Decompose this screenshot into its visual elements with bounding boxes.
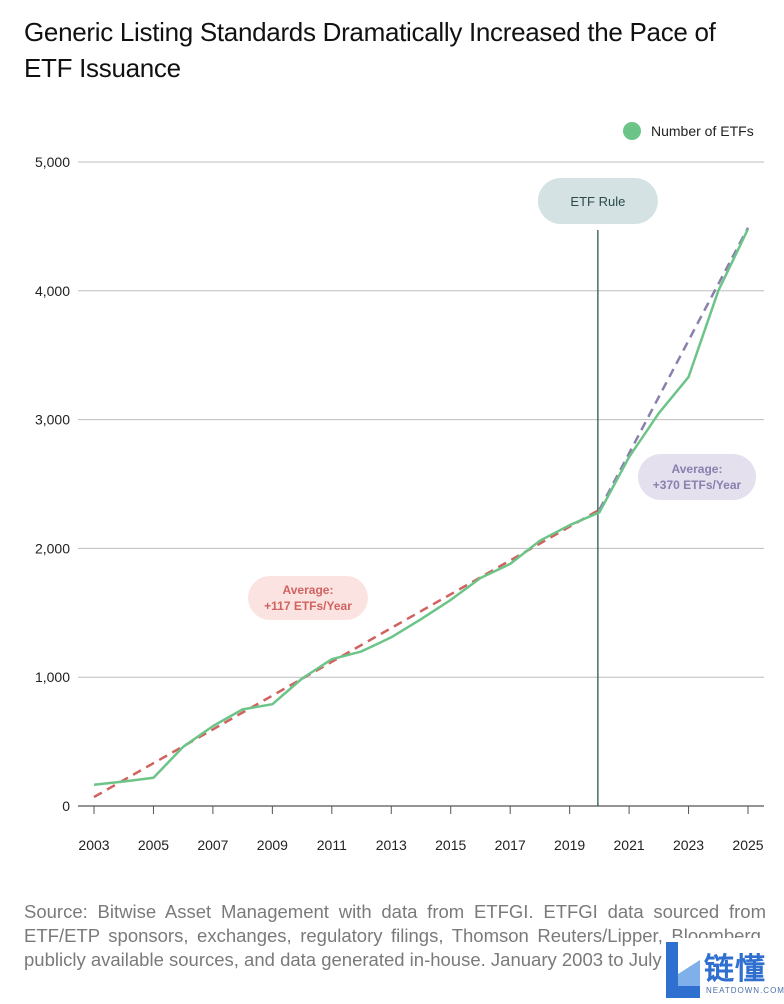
y-axis-tick-labels: 0 1,000 2,000 3,000 4,000 5,000 xyxy=(35,154,70,814)
average-after-badge-line: Average: xyxy=(672,462,723,476)
average-before-badge xyxy=(248,576,368,620)
x-tick-label: 2021 xyxy=(614,837,645,853)
x-tick-label: 2017 xyxy=(495,837,526,853)
trend-line-after-rule xyxy=(598,227,750,511)
series-layer xyxy=(93,227,750,799)
average-before-badge-line: +117 ETFs/Year xyxy=(264,599,352,613)
y-tick-label: 4,000 xyxy=(35,283,70,299)
legend-label-number-of-etfs: Number of ETFs xyxy=(651,123,754,139)
x-tick-label: 2015 xyxy=(435,837,466,853)
average-after-badge-line: +370 ETFs/Year xyxy=(653,478,742,492)
legend: Number of ETFs xyxy=(623,122,754,140)
series-line-number-of-etfs xyxy=(93,228,750,786)
y-tick-label: 5,000 xyxy=(35,154,70,170)
y-tick-label: 3,000 xyxy=(35,412,70,428)
x-tick-label: 2025 xyxy=(732,837,763,853)
watermark-logo-icon xyxy=(666,942,700,998)
grid-lines xyxy=(78,161,764,807)
legend-marker-number-of-etfs xyxy=(623,122,641,140)
x-tick-label: 2003 xyxy=(78,837,109,853)
x-tick-label: 2013 xyxy=(376,837,407,853)
average-before-badge-line: Average: xyxy=(283,583,334,597)
etf-rule-label: ETF Rule xyxy=(570,194,625,209)
annotations: ETF Rule Average: +117 ETFs/Year Average: +3… xyxy=(248,178,756,806)
chart-title: Generic Listing Standards Dramatically I… xyxy=(24,17,716,83)
watermark-subtext: NEATDOWN.COM xyxy=(706,986,784,995)
trend-line-before-rule xyxy=(93,508,600,799)
x-tick-label: 2005 xyxy=(138,837,169,853)
x-tick-label: 2009 xyxy=(257,837,288,853)
x-tick-label: 2007 xyxy=(197,837,228,853)
etf-rule-box xyxy=(537,178,658,224)
watermark-text: 链懂 xyxy=(704,952,766,987)
x-axis-ticks xyxy=(93,806,749,814)
source-note: Source: Bitwise Asset Management with da… xyxy=(24,901,766,970)
y-tick-label: 0 xyxy=(62,798,70,814)
x-tick-label: 2023 xyxy=(673,837,704,853)
average-after-badge xyxy=(638,454,756,500)
x-axis-tick-labels: 2003 2005 2007 2009 2011 2013 2015 2017 2019 2021… xyxy=(78,837,763,853)
watermark: 链懂 NEATDOWN.COM xyxy=(664,938,784,1002)
x-tick-label: 2011 xyxy=(317,837,347,853)
y-tick-label: 1,000 xyxy=(35,669,70,685)
y-tick-label: 2,000 xyxy=(35,540,70,556)
x-tick-label: 2019 xyxy=(554,837,585,853)
